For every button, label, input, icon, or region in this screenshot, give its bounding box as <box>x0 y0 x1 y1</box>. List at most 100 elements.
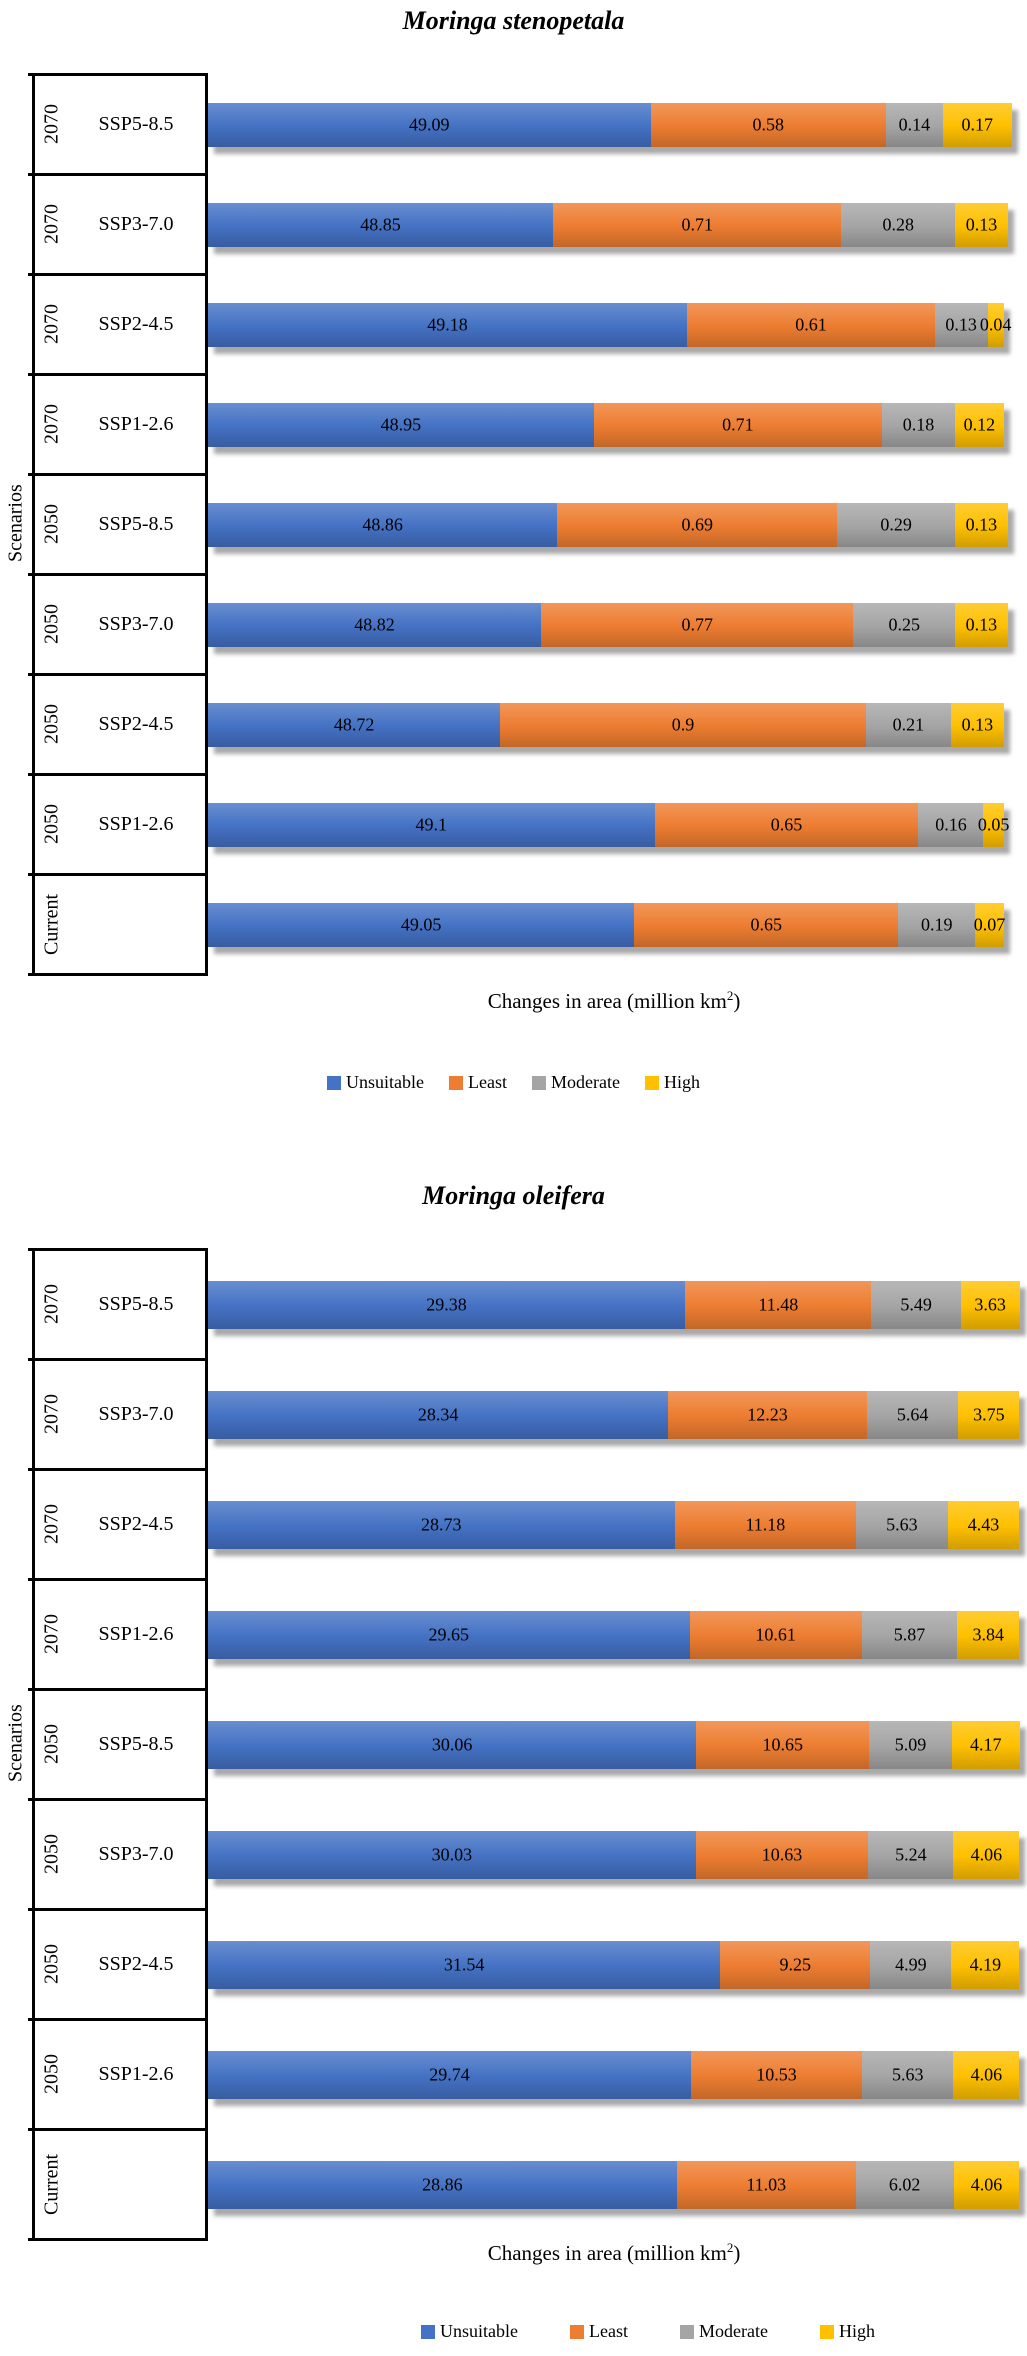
bar-segment-least: 11.48 <box>685 1280 872 1329</box>
axis-separator-line <box>28 273 208 276</box>
axis-separator-line <box>28 1798 208 1801</box>
bar-segment-unsuitable: 30.03 <box>208 1830 696 1879</box>
chart-title: Moringa stenopetala <box>402 6 625 35</box>
legend-item-unsuitable: Unsuitable <box>327 1072 424 1093</box>
bar-segment-least: 0.71 <box>553 202 842 247</box>
bar-segment-moderate: 0.21 <box>865 702 951 747</box>
scenario-label: SSP2-4.5 <box>98 1513 174 1535</box>
value-label: 3.63 <box>974 1294 1006 1314</box>
value-label: 10.61 <box>755 1624 796 1644</box>
value-label: 0.13 <box>961 714 994 734</box>
x-axis-title: Changes in area (million km2) <box>487 988 741 1013</box>
bar-segment-moderate: 0.25 <box>853 602 955 647</box>
year-label: 2070 <box>40 1504 63 1545</box>
bar-segment-unsuitable: 48.72 <box>208 702 501 747</box>
legend-swatch-unsuitable <box>327 1075 342 1090</box>
category-axis-line <box>205 1248 208 2241</box>
value-label: 48.72 <box>333 714 375 734</box>
value-label: 4.06 <box>970 2174 1003 2194</box>
bar-segment-least: 12.23 <box>668 1390 867 1439</box>
value-label: 48.95 <box>380 414 422 434</box>
bar-segment-least: 0.9 <box>500 702 866 747</box>
bar-segment-moderate: 0.13 <box>934 302 988 347</box>
value-label: 0.25 <box>888 614 920 634</box>
bar-segment-least: 9.25 <box>720 1940 871 1989</box>
bar-segment-moderate: 5.63 <box>856 1500 948 1549</box>
bar-segment-moderate: 0.14 <box>886 102 943 147</box>
value-label: 3.84 <box>972 1624 1005 1644</box>
bar-segment-unsuitable: 29.65 <box>208 1610 690 1659</box>
value-label: 10.65 <box>762 1734 803 1754</box>
value-label: 0.71 <box>722 414 754 434</box>
bar-segment-high: 0.12 <box>955 402 1004 447</box>
stacked-bar: 48.82 0.77 0.25 0.13 <box>208 602 1008 647</box>
bar-segment-high: 4.17 <box>951 1720 1020 1769</box>
stacked-bar: 29.38 11.48 5.49 3.63 <box>208 1280 1020 1329</box>
axis-separator-line <box>28 573 208 576</box>
value-label: 0.28 <box>882 214 914 234</box>
bar-segment-moderate: 0.29 <box>837 502 955 547</box>
legend-swatch-high <box>819 2324 834 2339</box>
value-label: 49.1 <box>415 814 448 834</box>
bar-segment-unsuitable: 49.05 <box>208 902 635 947</box>
value-label: 4.99 <box>895 1954 927 1974</box>
legend-swatch-least <box>449 1075 464 1090</box>
value-label: 30.03 <box>431 1844 473 1864</box>
bar-segment-high: 0.13 <box>954 602 1008 647</box>
value-label: 0.17 <box>961 114 994 134</box>
scenario-label: SSP2-4.5 <box>98 313 174 335</box>
bar-segment-high: 0.17 <box>942 102 1012 147</box>
bar-segment-high: 0.05 <box>978 802 1009 847</box>
value-label: 4.43 <box>967 1514 1000 1534</box>
bar-segment-unsuitable: 49.09 <box>208 102 651 147</box>
legend-swatch-high <box>644 1075 659 1090</box>
value-label: 0.05 <box>977 814 1010 834</box>
axis-separator-line <box>28 1358 208 1361</box>
legend-label: Moderate <box>699 2321 768 2341</box>
stacked-bar: 48.95 0.71 0.18 0.12 <box>208 402 1004 447</box>
legend-item-unsuitable: Unsuitable <box>421 2321 518 2342</box>
legend-item-high: High <box>644 1072 700 1093</box>
bar-segment-moderate: 5.63 <box>862 2050 954 2099</box>
year-label: 2050 <box>40 2054 63 2095</box>
legend-item-moderate: Moderate <box>680 2321 768 2342</box>
legend-label: Least <box>589 2321 628 2341</box>
stacked-bar: 28.34 12.23 5.64 3.75 <box>208 1390 1020 1439</box>
scenario-label: SSP5-8.5 <box>98 1733 174 1755</box>
legend-swatch-unsuitable <box>421 2324 436 2339</box>
value-label: 49.05 <box>400 914 442 934</box>
bar-segment-unsuitable: 29.38 <box>208 1280 686 1329</box>
value-label: 0.14 <box>898 114 931 134</box>
axis-separator-line <box>28 1578 208 1581</box>
axis-separator-line <box>28 2018 208 2021</box>
value-label: 0.07 <box>973 914 1006 934</box>
value-label: 49.18 <box>427 314 468 334</box>
year-label: 2050 <box>40 1724 63 1765</box>
axis-separator-line <box>28 1908 208 1911</box>
value-label: 0.12 <box>963 414 996 434</box>
legend-swatch-least <box>570 2324 585 2339</box>
value-label: 49.09 <box>409 114 450 134</box>
plot-area: 29.38 11.48 5.49 3.63 28.34 12.23 5.64 3.75 28.7… <box>208 1248 1020 2241</box>
value-label: 29.74 <box>429 2064 470 2084</box>
stacked-bar: 49.1 0.65 0.16 0.05 <box>208 802 1009 847</box>
value-label: 0.9 <box>671 714 695 734</box>
bar-segment-least: 0.61 <box>687 302 935 347</box>
bar-segment-unsuitable: 48.86 <box>208 502 558 547</box>
value-label: 3.75 <box>973 1404 1005 1424</box>
year-label: 2050 <box>40 1834 63 1875</box>
bar-segment-high: 4.19 <box>951 1940 1020 1989</box>
bar-segment-unsuitable: 49.18 <box>208 302 688 347</box>
value-label: 48.86 <box>362 514 403 534</box>
value-label: 0.19 <box>920 914 953 934</box>
bar-segment-high: 4.06 <box>953 2050 1020 2099</box>
axis-separator-line <box>28 373 208 376</box>
category-axis-box: 2070 SSP5-8.5 2070 SSP3-7.0 2070 SSP2-4.5 2070… <box>28 1248 208 2241</box>
bar-segment-unsuitable: 49.1 <box>208 802 655 847</box>
stacked-bar: 28.86 11.03 6.02 4.06 <box>208 2160 1020 2209</box>
stacked-bar: 28.73 11.18 5.63 4.43 <box>208 1500 1020 1549</box>
legend-swatch-moderate <box>680 2324 694 2339</box>
superscript-2: 2 <box>726 988 734 1003</box>
legend: Unsuitable Least Moderate High <box>268 2321 1027 2342</box>
